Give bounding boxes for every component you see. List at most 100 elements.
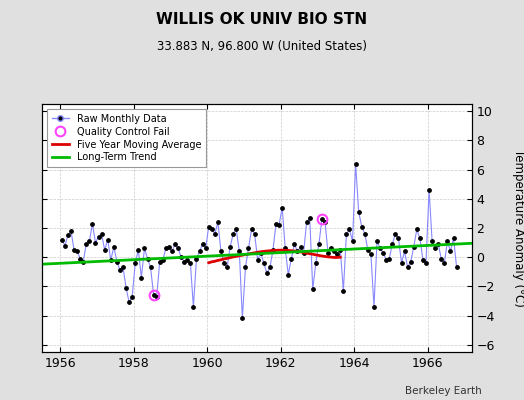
Point bbox=[152, 293, 161, 300]
Point bbox=[229, 231, 237, 237]
Point bbox=[174, 245, 182, 252]
Point bbox=[250, 231, 259, 237]
Point bbox=[220, 260, 228, 266]
Point bbox=[333, 251, 342, 258]
Point bbox=[58, 236, 66, 243]
Point bbox=[217, 248, 225, 254]
Point bbox=[73, 248, 81, 254]
Point bbox=[290, 241, 299, 247]
Point bbox=[437, 256, 445, 262]
Point bbox=[223, 264, 231, 270]
Point bbox=[226, 244, 234, 250]
Point bbox=[137, 274, 146, 281]
Point bbox=[364, 247, 372, 253]
Point bbox=[189, 304, 198, 310]
Point bbox=[204, 223, 213, 230]
Point bbox=[263, 270, 271, 276]
Point bbox=[336, 247, 344, 253]
Point bbox=[370, 304, 378, 310]
Point bbox=[235, 248, 244, 254]
Point bbox=[299, 250, 308, 256]
Point bbox=[149, 292, 158, 298]
Point bbox=[238, 315, 247, 322]
Point bbox=[116, 267, 124, 274]
Point bbox=[159, 257, 167, 263]
Text: WILLIS OK UNIV BIO STN: WILLIS OK UNIV BIO STN bbox=[157, 12, 367, 27]
Point bbox=[352, 161, 360, 167]
Text: 33.883 N, 96.800 W (United States): 33.883 N, 96.800 W (United States) bbox=[157, 40, 367, 53]
Point bbox=[272, 220, 280, 227]
Point bbox=[113, 258, 121, 265]
Point bbox=[82, 241, 91, 247]
Point bbox=[177, 254, 185, 260]
Point bbox=[394, 235, 402, 242]
Point bbox=[192, 256, 201, 262]
Point bbox=[125, 299, 133, 306]
Point bbox=[61, 242, 69, 249]
Point bbox=[79, 258, 88, 265]
Point bbox=[293, 248, 302, 254]
Point bbox=[195, 248, 204, 254]
Point bbox=[342, 231, 351, 237]
Point bbox=[76, 256, 84, 262]
Point bbox=[422, 260, 430, 266]
Point bbox=[208, 226, 216, 233]
Point bbox=[321, 219, 329, 225]
Text: Berkeley Earth: Berkeley Earth bbox=[406, 386, 482, 396]
Point bbox=[143, 256, 151, 262]
Point bbox=[70, 247, 78, 253]
Point bbox=[302, 219, 311, 225]
Point bbox=[419, 257, 427, 263]
Point bbox=[330, 248, 339, 254]
Point bbox=[287, 256, 296, 262]
Point bbox=[440, 260, 449, 266]
Point bbox=[162, 245, 170, 252]
Point bbox=[354, 209, 363, 215]
Point bbox=[367, 251, 375, 258]
Point bbox=[119, 264, 127, 270]
Point bbox=[101, 247, 109, 253]
Point bbox=[318, 216, 326, 222]
Point bbox=[450, 235, 458, 242]
Point bbox=[345, 226, 354, 233]
Point bbox=[327, 245, 335, 252]
Point bbox=[416, 235, 424, 242]
Point bbox=[259, 260, 268, 266]
Point bbox=[412, 226, 421, 233]
Point bbox=[247, 226, 256, 233]
Point bbox=[168, 248, 176, 254]
Point bbox=[400, 248, 409, 254]
Point bbox=[428, 238, 436, 244]
Point bbox=[257, 250, 265, 256]
Point bbox=[94, 234, 103, 240]
Point bbox=[382, 257, 390, 263]
Point bbox=[131, 260, 139, 266]
Legend: Raw Monthly Data, Quality Control Fail, Five Year Moving Average, Long-Term Tren: Raw Monthly Data, Quality Control Fail, … bbox=[47, 109, 206, 167]
Point bbox=[134, 247, 143, 253]
Point bbox=[297, 244, 305, 250]
Point bbox=[85, 238, 94, 244]
Point bbox=[357, 223, 366, 230]
Point bbox=[211, 231, 219, 237]
Point bbox=[156, 258, 164, 265]
Point bbox=[446, 248, 455, 254]
Point bbox=[385, 256, 394, 262]
Point bbox=[284, 272, 292, 278]
Point bbox=[91, 239, 100, 246]
Point bbox=[199, 241, 207, 247]
Point bbox=[171, 241, 179, 247]
Point bbox=[309, 286, 317, 292]
Point bbox=[315, 241, 323, 247]
Point bbox=[379, 250, 387, 256]
Point bbox=[397, 260, 406, 266]
Point bbox=[361, 231, 369, 237]
Point bbox=[278, 204, 286, 211]
Point bbox=[275, 222, 283, 228]
Point bbox=[97, 231, 106, 237]
Point bbox=[324, 250, 332, 256]
Point bbox=[407, 258, 415, 265]
Point bbox=[104, 236, 112, 243]
Point bbox=[269, 247, 277, 253]
Point bbox=[122, 285, 130, 291]
Point bbox=[443, 238, 452, 244]
